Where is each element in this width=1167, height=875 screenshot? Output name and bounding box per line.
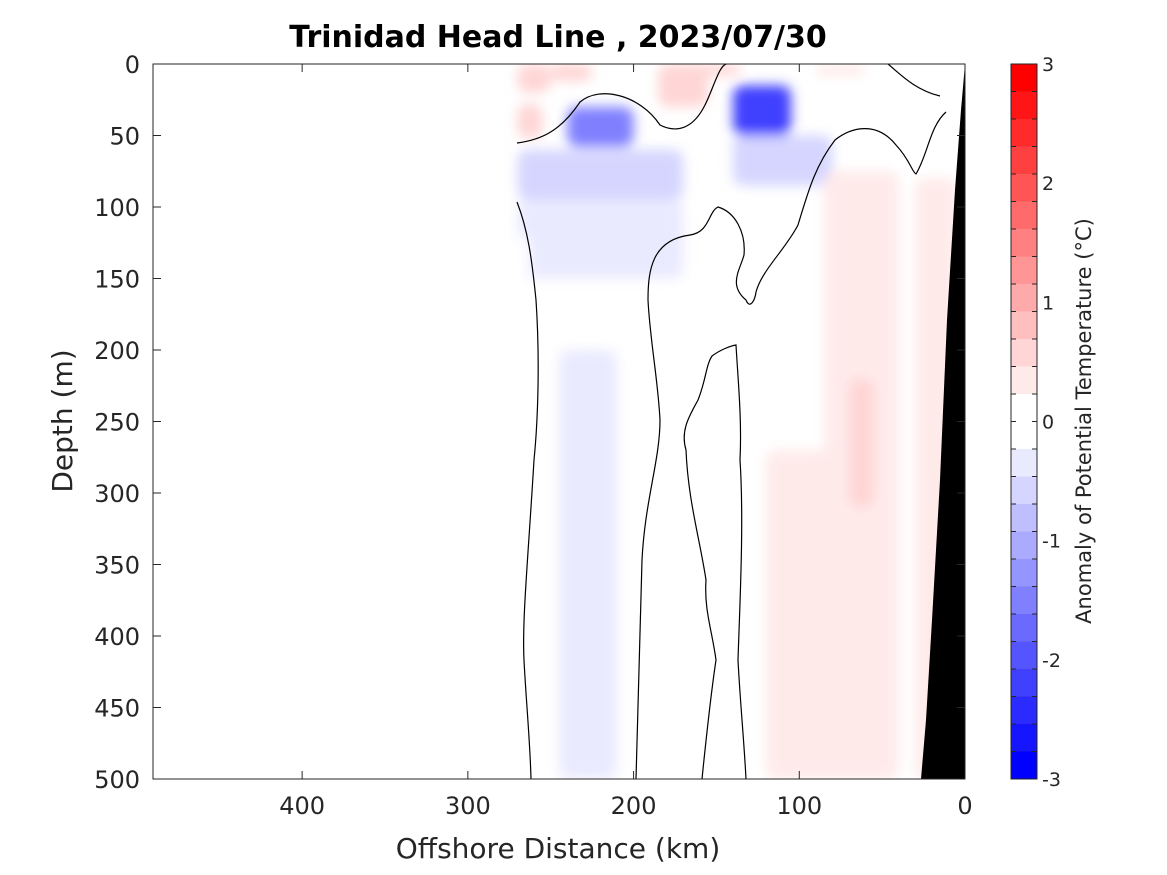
colorbar-segment [1011, 394, 1037, 422]
colorbar-segment [1011, 64, 1037, 92]
anomaly-cell [517, 199, 684, 279]
colorbar-segment [1011, 696, 1037, 725]
anomaly-cells [517, 64, 957, 779]
x-tick-label: 400 [279, 792, 325, 820]
seafloor-bathymetry [921, 64, 965, 779]
colorbar-title: Anomaly of Potential Temperature (°C) [1072, 218, 1096, 624]
colorbar-segment [1011, 531, 1037, 560]
colorbar-frame [1010, 63, 1038, 780]
anomaly-cell [517, 149, 684, 200]
y-tick-label: 500 [94, 766, 140, 794]
colorbar-tick-label: -2 [1042, 650, 1061, 672]
y-tick-label: 200 [94, 337, 140, 365]
x-tick-label: 100 [776, 792, 822, 820]
anomaly-cell [658, 64, 709, 107]
colorbar-segment [1011, 174, 1037, 202]
y-tick-label: 300 [94, 480, 140, 508]
colorbar-segment [1011, 311, 1037, 340]
anomaly-cell [733, 135, 833, 186]
anomaly-cell [559, 350, 617, 779]
colorbar-segment [1011, 366, 1037, 395]
y-tick-label: 100 [94, 194, 140, 222]
colorbar: 3 2 1 0 -1 -2 -3 [1010, 54, 1061, 791]
x-tick-label: 0 [957, 792, 972, 820]
colorbar-tick-label: -1 [1042, 531, 1061, 553]
anomaly-cell [567, 106, 634, 147]
colorbar-segment [1011, 641, 1037, 670]
colorbar-segment [1011, 119, 1037, 147]
contour-line [516, 201, 539, 779]
colorbar-tick-label: 3 [1042, 54, 1054, 76]
colorbar-segment [1011, 339, 1037, 367]
colorbar-segment [1011, 614, 1037, 642]
colorbar-segment [1011, 476, 1037, 505]
y-tick-label: 0 [125, 51, 140, 79]
colorbar-tick-label: 0 [1042, 412, 1054, 434]
colorbar-tick-label: -3 [1042, 769, 1061, 791]
colorbar-segment [1011, 724, 1037, 752]
colorbar-segment [1011, 751, 1037, 780]
anomaly-cell [517, 235, 530, 622]
anomaly-cell [766, 450, 849, 779]
y-axis: 0 50 100 150 200 250 300 350 400 450 500 [94, 51, 965, 794]
colorbar-segment [1011, 669, 1037, 697]
colorbar-segment [1011, 256, 1037, 285]
anomaly-cell [517, 104, 543, 139]
zero-contours [516, 64, 947, 779]
colorbar-segment [1011, 504, 1037, 532]
contour-line [635, 111, 947, 779]
colorbar-segment [1011, 559, 1037, 587]
colorbar-segment [1011, 586, 1037, 615]
x-axis: 400 300 200 100 0 [279, 64, 973, 820]
y-tick-label: 50 [109, 123, 140, 151]
colorbar-segment [1011, 449, 1037, 477]
contour-line [887, 64, 941, 97]
colorbar-segment [1011, 421, 1037, 450]
x-axis-title: Offshore Distance (km) [396, 832, 721, 865]
contour-line [516, 64, 730, 144]
anomaly-cell [815, 64, 866, 76]
y-axis-title: Depth (m) [46, 349, 79, 492]
colorbar-tick-label: 1 [1042, 292, 1054, 314]
colorbar-segment [1011, 146, 1037, 175]
x-tick-label: 300 [445, 792, 491, 820]
anomaly-cell [849, 378, 874, 508]
colorbar-segment [1011, 229, 1037, 257]
colorbar-segment [1011, 201, 1037, 230]
y-tick-label: 250 [94, 409, 140, 437]
anomaly-cell [733, 85, 791, 136]
contour-line [683, 344, 747, 779]
anomaly-cell [517, 64, 551, 93]
anomaly-cell [550, 64, 593, 82]
colorbar-tick-label: 2 [1042, 173, 1054, 195]
y-tick-label: 350 [94, 552, 140, 580]
colorbar-segment [1011, 91, 1037, 120]
chart-title: Trinidad Head Line , 2023/07/30 [289, 20, 826, 55]
colorbar-segment [1011, 284, 1037, 312]
x-tick-label: 200 [611, 792, 657, 820]
y-tick-label: 450 [94, 695, 140, 723]
y-tick-label: 400 [94, 623, 140, 651]
anomaly-field [516, 64, 965, 779]
y-tick-label: 150 [94, 266, 140, 294]
